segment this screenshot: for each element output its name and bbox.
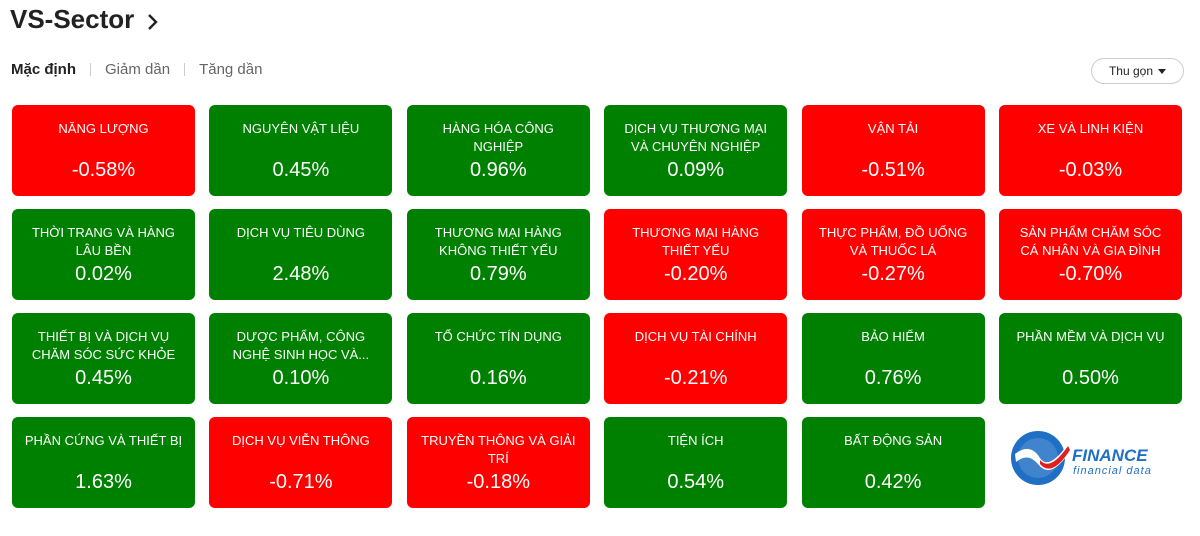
sector-change: 2.48% bbox=[272, 263, 330, 285]
sector-change: -0.18% bbox=[466, 471, 530, 493]
sector-name: DỊCH VỤ TÀI CHÍNH bbox=[634, 329, 757, 344]
sector-tile[interactable]: XE VÀ LINH KIỆN -0.03% bbox=[999, 105, 1182, 196]
sector-change: -0.21% bbox=[664, 367, 728, 389]
logo: FINANCE financial data bbox=[1010, 428, 1180, 490]
logo-brand: FINANCE bbox=[1072, 446, 1148, 465]
sector-tile[interactable]: THỜI TRANG VÀ HÀNG LÂU BỀN 0.02% bbox=[12, 209, 195, 300]
chevron-icon[interactable] bbox=[146, 12, 160, 32]
sector-name: DỊCH VỤ TIÊU DÙNG bbox=[236, 225, 366, 240]
sector-tile[interactable]: TIỆN ÍCH 0.54% bbox=[604, 417, 788, 508]
sort-tabs: Mặc định Giảm dần Tăng dần bbox=[11, 61, 262, 78]
sector-tile[interactable]: NĂNG LƯỢNG -0.58% bbox=[12, 105, 195, 196]
sector-name: THIẾT BỊ VÀ DỊCH VỤ CHĂM SÓC SỨC KHỎE bbox=[31, 329, 176, 362]
sector-tile[interactable]: DƯỢC PHẨM, CÔNG NGHỆ SINH HỌC VÀ... 0.10% bbox=[209, 313, 393, 404]
logo-tagline: financial data bbox=[1073, 465, 1152, 477]
sector-name: THỰC PHẨM, ĐỒ UỐNG VÀ THUỐC LÁ bbox=[818, 225, 968, 258]
tab[interactable]: Tăng dần bbox=[199, 61, 263, 78]
sector-name: PHẦN MỀM VÀ DỊCH VỤ bbox=[1016, 329, 1165, 344]
sector-tile[interactable]: BẤT ĐỘNG SẢN 0.42% bbox=[801, 417, 985, 508]
sector-name: NĂNG LƯỢNG bbox=[58, 121, 149, 136]
sector-name: TRUYỀN THÔNG VÀ GIẢI TRÍ bbox=[421, 433, 576, 466]
sector-tile[interactable]: PHẦN CỨNG VÀ THIẾT BỊ 1.63% bbox=[12, 417, 195, 508]
button-label: Thu gọn bbox=[1108, 64, 1154, 78]
sector-name: TIỆN ÍCH bbox=[667, 433, 724, 448]
sector-tile[interactable]: PHẦN MỀM VÀ DỊCH VỤ 0.50% bbox=[999, 313, 1182, 404]
sector-change: 0.09% bbox=[667, 159, 725, 181]
separator bbox=[184, 63, 186, 76]
sector-tile[interactable]: DỊCH VỤ THƯƠNG MẠI VÀ CHUYÊN NGHIỆP 0.09% bbox=[604, 105, 788, 196]
sector-tile[interactable]: NGUYÊN VẬT LIỆU 0.45% bbox=[209, 105, 393, 196]
sector-change: 0.02% bbox=[75, 263, 132, 285]
sector-change: -0.71% bbox=[269, 471, 333, 493]
sector-name: THỜI TRANG VÀ HÀNG LÂU BỀN bbox=[31, 225, 176, 258]
sector-change: 0.45% bbox=[75, 367, 132, 389]
sector-name: NGUYÊN VẬT LIỆU bbox=[242, 121, 360, 136]
page-title[interactable]: VS-Sector bbox=[10, 4, 135, 34]
sector-change: 0.45% bbox=[272, 159, 330, 181]
sector-tile[interactable]: DỊCH VỤ VIỄN THÔNG -0.71% bbox=[209, 417, 393, 508]
sector-name: HÀNG HÓA CÔNG NGHIỆP bbox=[442, 121, 554, 154]
caret-icon bbox=[1158, 68, 1167, 74]
sector-tile[interactable]: THƯƠNG MẠI HÀNG KHÔNG THIẾT YẾU 0.79% bbox=[406, 209, 590, 300]
sector-change: 0.10% bbox=[272, 367, 330, 389]
sector-name: BẢO HIỂM bbox=[861, 329, 925, 344]
sector-tile[interactable]: VẬN TẢI -0.51% bbox=[801, 105, 985, 196]
sector-change: -0.51% bbox=[861, 159, 925, 181]
sector-tile[interactable]: TỔ CHỨC TÍN DỤNG 0.16% bbox=[406, 313, 590, 404]
sector-change: 0.42% bbox=[864, 471, 922, 493]
sector-tile[interactable]: TRUYỀN THÔNG VÀ GIẢI TRÍ -0.18% bbox=[406, 417, 590, 508]
sector-name: BẤT ĐỘNG SẢN bbox=[844, 433, 943, 448]
sector-tile[interactable]: HÀNG HÓA CÔNG NGHIỆP 0.96% bbox=[406, 105, 590, 196]
sector-tile[interactable]: BẢO HIỂM 0.76% bbox=[801, 313, 985, 404]
sector-change: 0.54% bbox=[667, 471, 725, 493]
sector-name: DỊCH VỤ THƯƠNG MẠI VÀ CHUYÊN NGHIỆP bbox=[624, 121, 767, 154]
sector-tile[interactable]: THỰC PHẨM, ĐỒ UỐNG VÀ THUỐC LÁ -0.27% bbox=[801, 209, 985, 300]
sector-name: TỔ CHỨC TÍN DỤNG bbox=[434, 329, 562, 344]
sector-change: 1.63% bbox=[75, 471, 132, 493]
sector-change: -0.58% bbox=[71, 159, 136, 181]
sector-change: -0.27% bbox=[861, 263, 925, 285]
sector-change: 0.76% bbox=[864, 367, 922, 389]
sector-tile[interactable]: THIẾT BỊ VÀ DỊCH VỤ CHĂM SÓC SỨC KHỎE 0.4… bbox=[12, 313, 195, 404]
sector-change: 0.79% bbox=[469, 263, 527, 285]
tab[interactable]: Mặc định bbox=[11, 61, 77, 78]
sector-tile[interactable]: DỊCH VỤ TÀI CHÍNH -0.21% bbox=[604, 313, 788, 404]
sector-name: SẢN PHẨM CHĂM SÓC CÁ NHÂN VÀ GIA ĐÌNH bbox=[1019, 225, 1162, 258]
sector-name: DỊCH VỤ VIỄN THÔNG bbox=[232, 433, 370, 448]
sector-change: -0.20% bbox=[664, 263, 728, 285]
sector-name: DƯỢC PHẨM, CÔNG NGHỆ SINH HỌC VÀ... bbox=[232, 329, 370, 362]
sector-change: -0.70% bbox=[1058, 263, 1123, 285]
sector-tile[interactable]: THƯƠNG MẠI HÀNG THIẾT YẾU -0.20% bbox=[604, 209, 788, 300]
sector-change: 0.50% bbox=[1062, 367, 1119, 389]
sector-name: PHẦN CỨNG VÀ THIẾT BỊ bbox=[24, 433, 183, 448]
sector-name: XE VÀ LINH KIỆN bbox=[1037, 121, 1144, 136]
sector-name: THƯƠNG MẠI HÀNG THIẾT YẾU bbox=[632, 225, 760, 258]
sector-change: 0.16% bbox=[469, 367, 527, 389]
sector-change: -0.03% bbox=[1058, 159, 1123, 181]
sector-change: 0.96% bbox=[469, 159, 527, 181]
sector-tile[interactable]: SẢN PHẨM CHĂM SÓC CÁ NHÂN VÀ GIA ĐÌNH -0.… bbox=[999, 209, 1182, 300]
collapse-button[interactable]: Thu gọn bbox=[1091, 58, 1184, 84]
tab[interactable]: Giảm dần bbox=[105, 61, 171, 78]
sector-tile[interactable]: DỊCH VỤ TIÊU DÙNG 2.48% bbox=[209, 209, 393, 300]
separator bbox=[90, 63, 92, 76]
sector-name: VẬN TẢI bbox=[867, 121, 919, 136]
sector-name: THƯƠNG MẠI HÀNG KHÔNG THIẾT YẾU bbox=[434, 225, 562, 258]
logo-graphic: FINANCE financial data bbox=[1011, 431, 1152, 485]
